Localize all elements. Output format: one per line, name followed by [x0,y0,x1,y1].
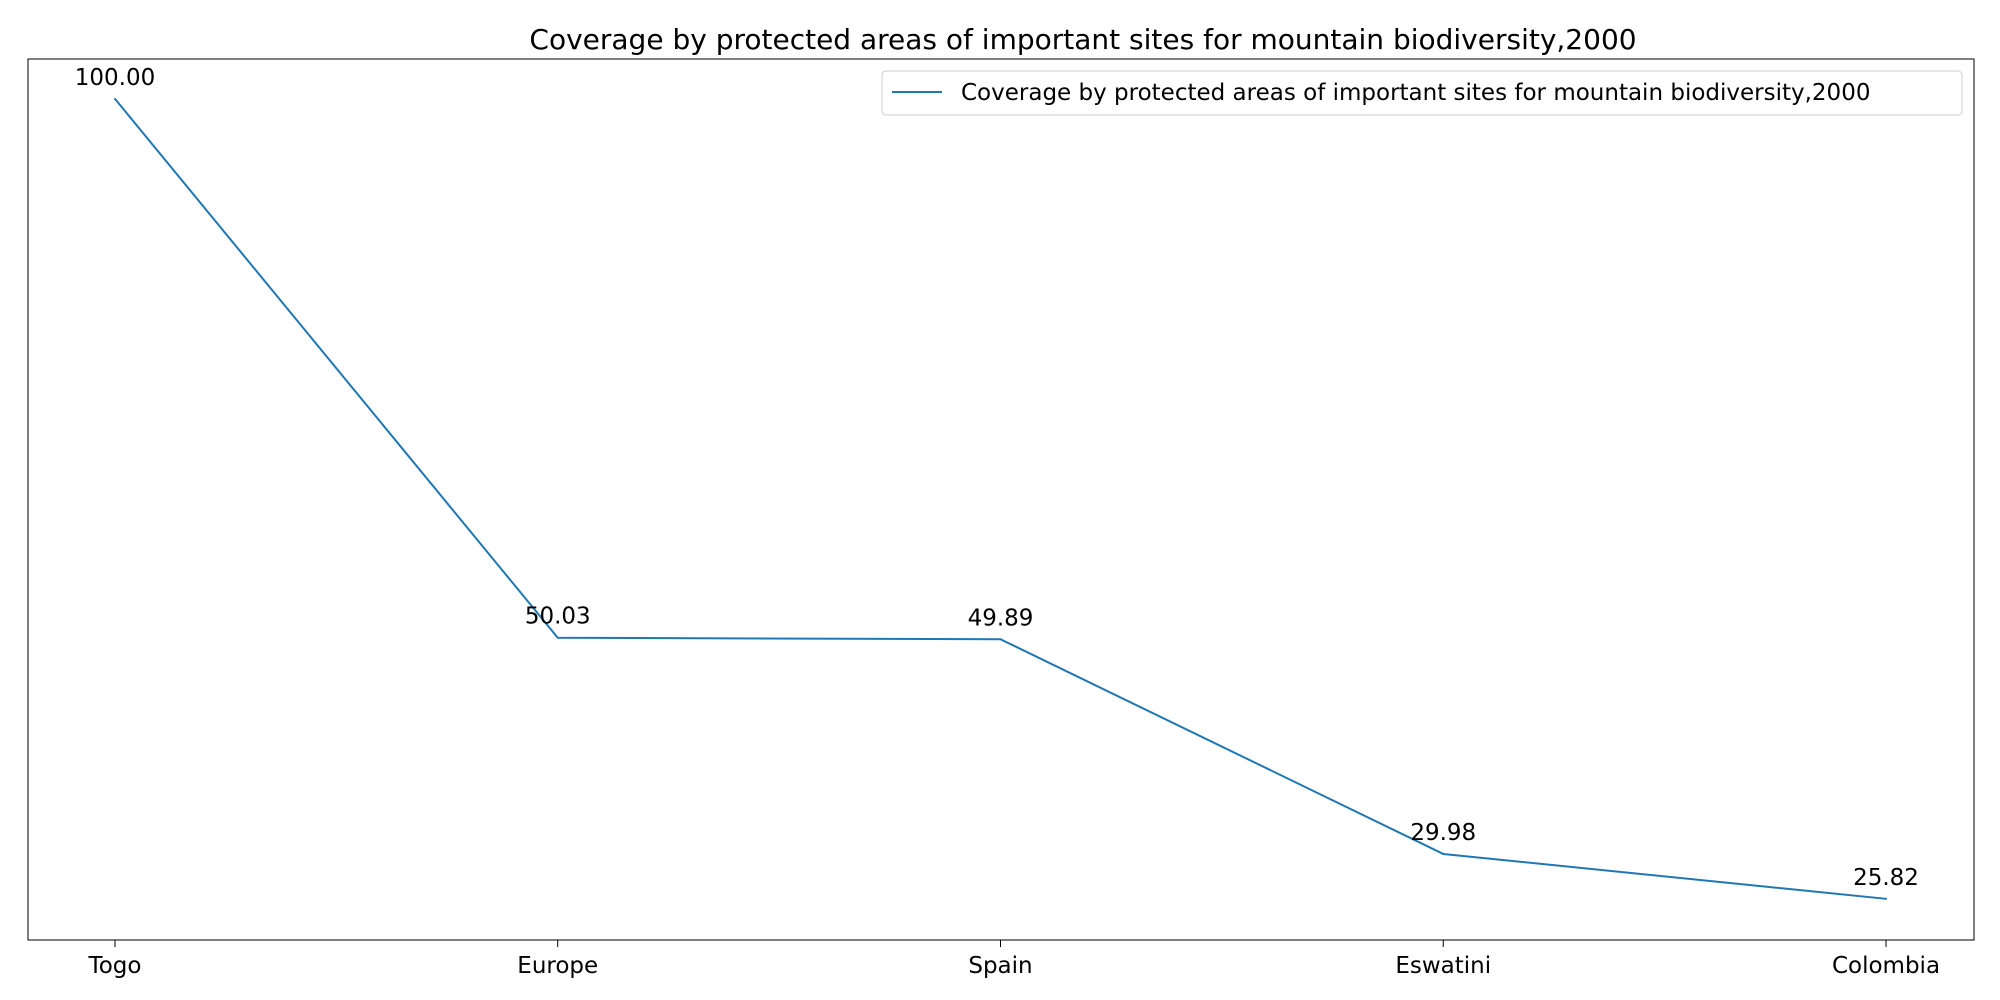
data-point [999,638,1002,641]
plot-area-frame [27,58,1975,941]
x-tick-label: Europe [517,953,598,979]
legend-label: Coverage by protected areas of important… [961,80,1870,106]
legend-box [881,70,1963,116]
x-tick-label: Spain [968,953,1032,979]
data-label: 49.89 [968,605,1034,631]
data-labels: 100.00 50.03 49.89 29.98 25.82 [75,65,1919,891]
legend: Coverage by protected areas of important… [881,70,1963,116]
data-point [556,636,559,639]
x-tick-label: Colombia [1832,953,1940,979]
data-label: 100.00 [75,65,155,91]
data-point [114,97,116,100]
chart-title: Coverage by protected areas of important… [529,23,1636,56]
series-line [114,98,1887,900]
x-tick-label: Togo [88,953,142,979]
data-point [1885,897,1887,900]
data-label: 25.82 [1853,865,1919,891]
x-axis-ticks: Togo Europe Spain Eswatini Colombia [88,940,1940,979]
series-group [114,97,1887,900]
data-point [1442,852,1445,855]
x-tick-label: Eswatini [1395,953,1491,979]
data-label: 50.03 [525,604,591,630]
data-label: 29.98 [1410,820,1476,846]
